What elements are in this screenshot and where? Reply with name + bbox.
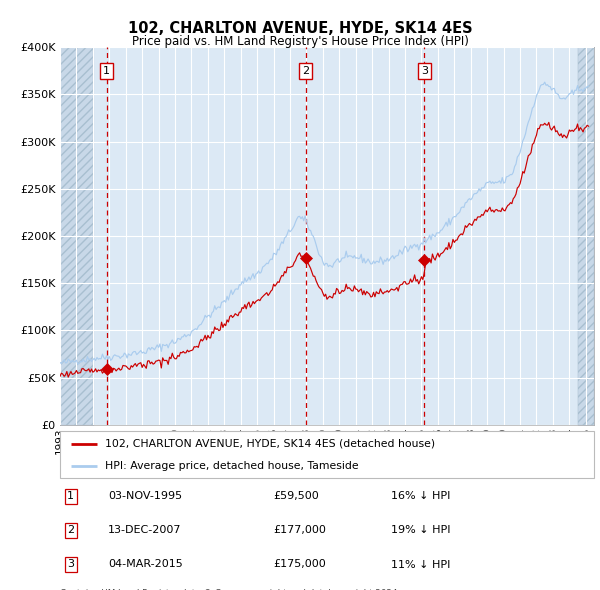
Text: Price paid vs. HM Land Registry's House Price Index (HPI): Price paid vs. HM Land Registry's House … [131, 35, 469, 48]
Text: £175,000: £175,000 [274, 559, 326, 569]
Text: 04-MAR-2015: 04-MAR-2015 [108, 559, 183, 569]
Text: 13-DEC-2007: 13-DEC-2007 [108, 526, 182, 535]
FancyBboxPatch shape [60, 431, 594, 478]
Text: 2: 2 [302, 66, 309, 76]
Text: Contains HM Land Registry data © Crown copyright and database right 2024.
This d: Contains HM Land Registry data © Crown c… [60, 589, 400, 590]
Text: 3: 3 [67, 559, 74, 569]
Text: 16% ↓ HPI: 16% ↓ HPI [391, 491, 451, 502]
Text: £177,000: £177,000 [274, 526, 326, 535]
Text: £59,500: £59,500 [274, 491, 319, 502]
Text: 11% ↓ HPI: 11% ↓ HPI [391, 559, 451, 569]
Text: 3: 3 [421, 66, 428, 76]
Text: HPI: Average price, detached house, Tameside: HPI: Average price, detached house, Tame… [106, 461, 359, 471]
Text: 2: 2 [67, 526, 74, 535]
Text: 03-NOV-1995: 03-NOV-1995 [108, 491, 182, 502]
Text: 1: 1 [103, 66, 110, 76]
Text: 102, CHARLTON AVENUE, HYDE, SK14 4ES: 102, CHARLTON AVENUE, HYDE, SK14 4ES [128, 21, 472, 35]
Text: 19% ↓ HPI: 19% ↓ HPI [391, 526, 451, 535]
Text: 102, CHARLTON AVENUE, HYDE, SK14 4ES (detached house): 102, CHARLTON AVENUE, HYDE, SK14 4ES (de… [106, 439, 436, 449]
Text: 1: 1 [67, 491, 74, 502]
